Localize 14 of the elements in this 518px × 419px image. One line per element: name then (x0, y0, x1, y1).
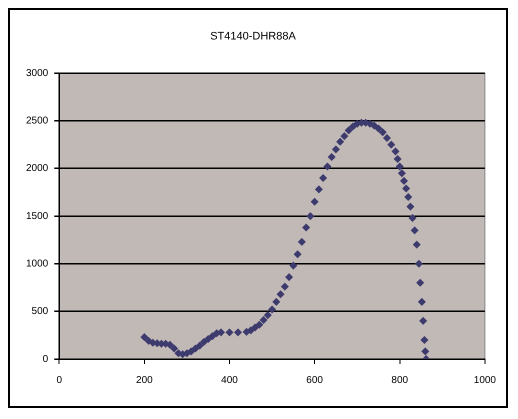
y-tick-label: 500 (32, 306, 49, 318)
x-tick-label: 800 (391, 374, 409, 386)
chart-title: ST4140-DHR88A (210, 30, 296, 43)
y-tick-label: 0 (42, 354, 49, 365)
x-tick-label: 1000 (474, 374, 496, 386)
y-tick-label: 1500 (26, 210, 49, 222)
x-tick-label: 400 (221, 374, 238, 386)
y-tick-label: 2000 (26, 163, 49, 174)
x-tick-label: 200 (136, 374, 154, 386)
y-tick-label: 2500 (26, 116, 49, 127)
x-tick-label: 600 (306, 374, 324, 386)
y-tick-label: 3000 (26, 68, 49, 79)
y-tick-label: 1000 (26, 258, 49, 270)
x-tick-label: 0 (56, 374, 62, 386)
